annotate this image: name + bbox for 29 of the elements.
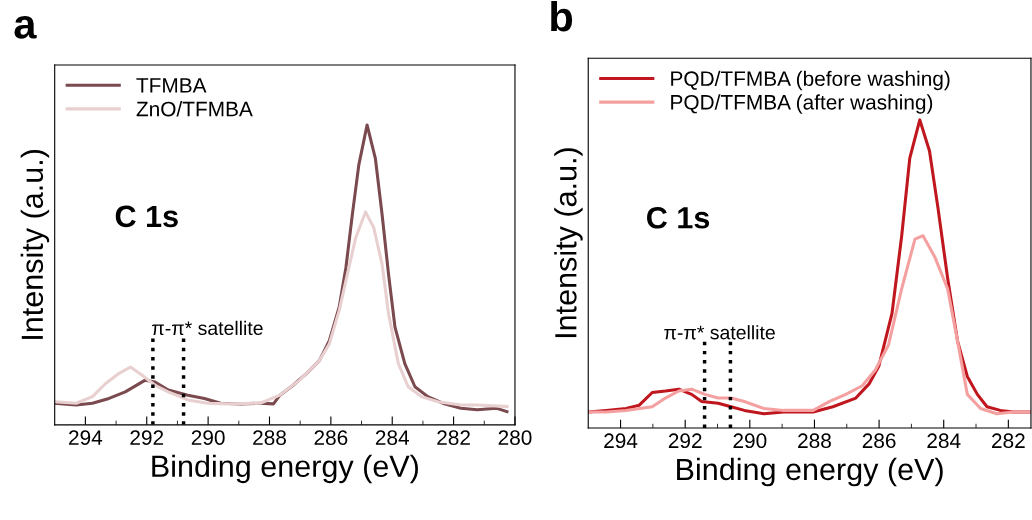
y-axis-title: Intensity (a.u.) <box>20 150 50 339</box>
x-tick-label: 284 <box>375 430 409 445</box>
x-tick-label: 288 <box>798 433 831 449</box>
x-tick-label: 284 <box>927 433 961 449</box>
x-tick-label: 280 <box>498 430 532 445</box>
y-axis-title: Intensity (a.u.) <box>554 148 583 338</box>
x-tick-label: 290 <box>191 430 225 445</box>
x-axis-title: Binding energy (eV) <box>677 457 943 487</box>
annotation: π-π* satellite <box>664 325 775 340</box>
x-tick-label: 286 <box>314 430 348 445</box>
x-tick-label: 292 <box>668 433 702 449</box>
x-tick-label: 282 <box>437 430 470 445</box>
legend-label: PQD/TFMBA (after washing) <box>671 94 933 114</box>
chart-title: b <box>551 0 573 32</box>
annotation: π-π* satellite <box>152 320 263 336</box>
annotation: C 1s <box>115 205 178 228</box>
x-tick-label: 286 <box>862 433 896 449</box>
legend-label: TFMBA <box>136 78 207 93</box>
legend-label: ZnO/TFMBA <box>136 101 253 117</box>
annotation: C 1s <box>647 206 710 229</box>
x-tick-label: 290 <box>733 433 767 449</box>
x-tick-label: 294 <box>69 430 103 445</box>
x-axis-title: Binding energy (eV) <box>152 454 418 484</box>
x-tick-label: 292 <box>130 430 164 445</box>
chart-title: a <box>14 15 37 39</box>
x-tick-label: 282 <box>992 433 1025 449</box>
x-tick-label: 294 <box>604 433 638 449</box>
x-tick-label: 288 <box>253 430 286 445</box>
legend-label: PQD/TFMBA (before washing) <box>671 70 950 91</box>
